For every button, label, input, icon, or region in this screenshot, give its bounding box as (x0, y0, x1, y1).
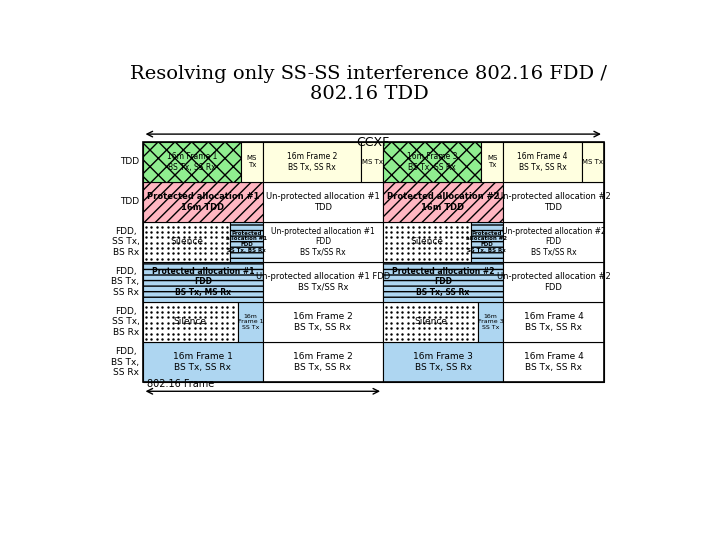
Text: TDD: TDD (120, 157, 140, 166)
Bar (143, 342, 263, 382)
Text: FDD,
SS Tx,
BS Rx: FDD, SS Tx, BS Rx (112, 227, 140, 257)
Text: 16m Frame 4
BS Tx, SS Rx: 16m Frame 4 BS Tx, SS Rx (523, 312, 583, 332)
Bar (503, 262, 604, 302)
Bar (143, 182, 263, 222)
Text: 16m
Frame 3
SS Tx: 16m Frame 3 SS Tx (478, 314, 503, 330)
Bar (503, 222, 604, 262)
Bar (361, 142, 383, 182)
Bar (143, 222, 230, 262)
Bar (143, 142, 241, 182)
Text: TDD: TDD (120, 197, 140, 206)
Text: MS
Tx: MS Tx (247, 156, 257, 168)
Text: 16m Frame 2
BS Tx, SS Rx: 16m Frame 2 BS Tx, SS Rx (293, 312, 353, 332)
Text: 802.16 Frame: 802.16 Frame (147, 379, 214, 389)
Bar (263, 182, 383, 222)
Bar (478, 302, 503, 342)
Bar (263, 342, 383, 382)
Bar (143, 262, 263, 302)
Text: Un-protected allocation #1
FDD
BS Tx/SS Rx: Un-protected allocation #1 FDD BS Tx/SS … (271, 227, 375, 257)
Text: 16m Frame 2
BS Tx, SS Rx: 16m Frame 2 BS Tx, SS Rx (293, 352, 353, 372)
Bar (503, 342, 604, 382)
Bar (503, 142, 582, 182)
Text: Protected allocation #1
FDD
BS Tx, MS Rx: Protected allocation #1 FDD BS Tx, MS Rx (151, 267, 254, 297)
Text: Protected allocation #1
16m TDD: Protected allocation #1 16m TDD (147, 192, 259, 212)
Bar (383, 262, 503, 302)
Bar (471, 222, 503, 262)
Bar (263, 142, 361, 182)
Bar (582, 142, 604, 182)
Bar (503, 302, 604, 342)
Bar (241, 142, 263, 182)
Bar (383, 342, 503, 382)
Bar (383, 222, 471, 262)
Text: Protected
allocation #2
FDD
SS Tx, BS Rx: Protected allocation #2 FDD SS Tx, BS Rx (467, 231, 508, 253)
Text: MS Tx: MS Tx (361, 159, 382, 165)
Text: 16m Frame 3
BS Tx, SS Rx: 16m Frame 3 BS Tx, SS Rx (413, 352, 473, 372)
Bar (143, 302, 238, 342)
Text: FDD,
BS Tx,
SS Rx: FDD, BS Tx, SS Rx (112, 267, 140, 297)
Text: Resolving only SS-SS interference 802.16 FDD /
802.16 TDD: Resolving only SS-SS interference 802.16… (130, 65, 608, 104)
Bar (238, 302, 263, 342)
Bar (503, 182, 604, 222)
Bar (482, 142, 503, 182)
Bar (143, 142, 604, 382)
Text: 16m Frame 1
BS Tx, SS Rx: 16m Frame 1 BS Tx, SS Rx (173, 352, 233, 372)
Text: 16m Frame 4
BS Tx, SS Rx: 16m Frame 4 BS Tx, SS Rx (523, 352, 583, 372)
Text: CCXF: CCXF (356, 137, 390, 150)
Text: Un-protected allocation #1 FDD
BS Tx/SS Rx: Un-protected allocation #1 FDD BS Tx/SS … (256, 272, 390, 292)
Text: MS
Tx: MS Tx (487, 156, 498, 168)
Text: Silence: Silence (174, 318, 207, 327)
Text: Un-protected allocation #2
FDD: Un-protected allocation #2 FDD (497, 272, 611, 292)
Text: 16m Frame 1
BS Tx, SS Rx: 16m Frame 1 BS Tx, SS Rx (167, 152, 217, 172)
Text: 16m Frame 2
BS Tx, SS Rx: 16m Frame 2 BS Tx, SS Rx (287, 152, 337, 172)
Text: Protected allocation #2
FDD
BS Tx, SS Rx: Protected allocation #2 FDD BS Tx, SS Rx (392, 267, 494, 297)
Text: FDD,
SS Tx,
BS Rx: FDD, SS Tx, BS Rx (112, 307, 140, 337)
Bar (263, 222, 383, 262)
Text: 16m Frame 4
BS Tx, SS Rx: 16m Frame 4 BS Tx, SS Rx (518, 152, 568, 172)
Text: 16m Frame 3
BS Tx, SS Rx: 16m Frame 3 BS Tx, SS Rx (407, 152, 457, 172)
Text: FDD,
BS Tx,
SS Rx: FDD, BS Tx, SS Rx (112, 347, 140, 377)
Text: 16m
Frame 1
SS Tx: 16m Frame 1 SS Tx (238, 314, 264, 330)
Bar (230, 222, 263, 262)
Text: Silence: Silence (410, 238, 444, 246)
Text: Un-protected allocation #2
FDD
BS Tx/SS Rx: Un-protected allocation #2 FDD BS Tx/SS … (502, 227, 606, 257)
Text: Silence: Silence (170, 238, 203, 246)
Bar (383, 302, 478, 342)
Text: Un-protected allocation #2
TDD: Un-protected allocation #2 TDD (497, 192, 611, 212)
Text: Un-protected allocation #1
TDD: Un-protected allocation #1 TDD (266, 192, 379, 212)
Text: Silence: Silence (414, 318, 447, 327)
Bar (383, 142, 482, 182)
Bar (383, 182, 503, 222)
Text: MS Tx: MS Tx (582, 159, 603, 165)
Text: Protected allocation #2
16m TDD: Protected allocation #2 16m TDD (387, 192, 499, 212)
Bar (263, 262, 383, 302)
Bar (263, 302, 383, 342)
Text: Protected
allocation #1
FDD
SS Tx, BS Rx: Protected allocation #1 FDD SS Tx, BS Rx (226, 231, 267, 253)
